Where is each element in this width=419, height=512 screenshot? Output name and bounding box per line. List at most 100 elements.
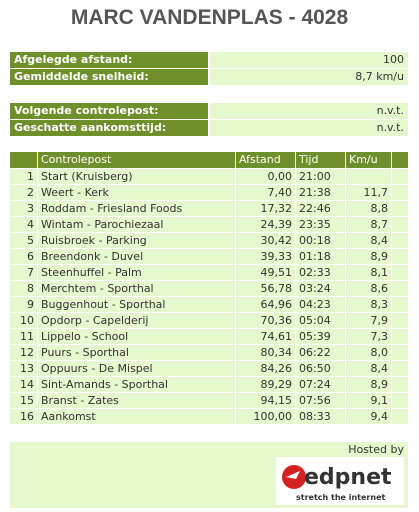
table-cell: 8,0 bbox=[346, 345, 391, 360]
table-cell: Sint-Amands - Sporthal bbox=[38, 377, 235, 392]
table-cell: 06:22 bbox=[296, 345, 345, 360]
table-cell: 8,7 bbox=[346, 217, 391, 232]
table-cell: 8,9 bbox=[346, 377, 391, 392]
table-cell: Steenhuffel - Palm bbox=[38, 265, 235, 280]
table-cell: 22:46 bbox=[296, 201, 345, 216]
table-cell: 100,00 bbox=[236, 409, 295, 424]
table-cell: 70,36 bbox=[236, 313, 295, 328]
table-filler bbox=[392, 377, 408, 392]
info-value: n.v.t. bbox=[210, 120, 408, 136]
table-cell: Ruisbroek - Parking bbox=[38, 233, 235, 248]
logo[interactable]: edpnet stretch the internet bbox=[276, 457, 404, 505]
table-cell: Breendonk - Duvel bbox=[38, 249, 235, 264]
table-filler bbox=[392, 281, 408, 296]
table-filler bbox=[392, 201, 408, 216]
table-cell: 13 bbox=[10, 361, 37, 376]
table-cell: 6 bbox=[10, 249, 37, 264]
table-cell: 7,3 bbox=[346, 329, 391, 344]
table-cell: Oppuurs - De Mispel bbox=[38, 361, 235, 376]
table-cell: 4 bbox=[10, 217, 37, 232]
table-cell: 3 bbox=[10, 201, 37, 216]
table-header bbox=[10, 152, 37, 168]
table-header bbox=[392, 152, 408, 168]
info-label: Gemiddelde snelheid: bbox=[10, 69, 208, 85]
table-cell: 00:18 bbox=[296, 233, 345, 248]
table-cell: 16 bbox=[10, 409, 37, 424]
logo-icon: edpnet stretch the internet bbox=[282, 465, 392, 502]
table-filler bbox=[392, 169, 408, 184]
table-cell: 8,1 bbox=[346, 265, 391, 280]
table-cell: 11 bbox=[10, 329, 37, 344]
table-cell: 8,6 bbox=[346, 281, 391, 296]
table-cell: 15 bbox=[10, 393, 37, 408]
table-cell: 23:35 bbox=[296, 217, 345, 232]
table-cell: 64,96 bbox=[236, 297, 295, 312]
table-cell: 14 bbox=[10, 377, 37, 392]
table-header: Km/u bbox=[346, 152, 391, 168]
table-cell: Roddam - Friesland Foods bbox=[38, 201, 235, 216]
info-label: Volgende controlepost: bbox=[10, 103, 208, 119]
table-cell: 21:38 bbox=[296, 185, 345, 200]
footer-box: Hosted by edpnet stretch the internet bbox=[10, 442, 408, 508]
table-cell: 7,40 bbox=[236, 185, 295, 200]
table-cell: 02:33 bbox=[296, 265, 345, 280]
table-cell: 05:39 bbox=[296, 329, 345, 344]
table-cell: 07:24 bbox=[296, 377, 345, 392]
table-cell: 80,34 bbox=[236, 345, 295, 360]
table-cell: 24,39 bbox=[236, 217, 295, 232]
table-filler bbox=[392, 217, 408, 232]
table-cell: 94,15 bbox=[236, 393, 295, 408]
table-cell: 8 bbox=[10, 281, 37, 296]
info-value: n.v.t. bbox=[210, 103, 408, 119]
table-cell: Buggenhout - Sporthal bbox=[38, 297, 235, 312]
table-cell bbox=[346, 169, 391, 184]
page-title: MARC VANDENPLAS - 4028 bbox=[70, 6, 349, 29]
info-value: 100 bbox=[210, 52, 408, 68]
table-cell: Merchtem - Sporthal bbox=[38, 281, 235, 296]
table-filler bbox=[392, 409, 408, 424]
table-filler bbox=[392, 249, 408, 264]
table-filler bbox=[392, 265, 408, 280]
table-cell: 39,33 bbox=[236, 249, 295, 264]
table-cell: 08:33 bbox=[296, 409, 345, 424]
table-cell: Puurs - Sporthal bbox=[38, 345, 235, 360]
table-cell: 9,1 bbox=[346, 393, 391, 408]
table-cell: 11,7 bbox=[346, 185, 391, 200]
table-cell: 04:23 bbox=[296, 297, 345, 312]
table-cell: 8,3 bbox=[346, 297, 391, 312]
info-label: Geschatte aankomsttijd: bbox=[10, 120, 208, 136]
info-label: Afgelegde afstand: bbox=[10, 52, 208, 68]
table-cell: 74,61 bbox=[236, 329, 295, 344]
table-cell: 05:04 bbox=[296, 313, 345, 328]
table-cell: 8,8 bbox=[346, 201, 391, 216]
table-cell: 49,51 bbox=[236, 265, 295, 280]
table-cell: 8,9 bbox=[346, 249, 391, 264]
table-cell: 5 bbox=[10, 233, 37, 248]
table-cell: 0,00 bbox=[236, 169, 295, 184]
table-filler bbox=[392, 185, 408, 200]
table-cell: 1 bbox=[10, 169, 37, 184]
table-cell: 01:18 bbox=[296, 249, 345, 264]
table-cell: 12 bbox=[10, 345, 37, 360]
table-cell: 06:50 bbox=[296, 361, 345, 376]
table-cell: Aankomst bbox=[38, 409, 235, 424]
table-filler bbox=[392, 393, 408, 408]
table-cell: 9,4 bbox=[346, 409, 391, 424]
info-value: 8,7 km/u bbox=[210, 69, 408, 85]
table-filler bbox=[392, 313, 408, 328]
table-cell: Opdorp - Capelderij bbox=[38, 313, 235, 328]
table-cell: Wintam - Parochiezaal bbox=[38, 217, 235, 232]
table-cell: 21:00 bbox=[296, 169, 345, 184]
table-filler bbox=[392, 233, 408, 248]
table-cell: 10 bbox=[10, 313, 37, 328]
table-cell: 84,26 bbox=[236, 361, 295, 376]
table-cell: 7 bbox=[10, 265, 37, 280]
table-header: Controlepost bbox=[38, 152, 235, 168]
table-filler bbox=[392, 345, 408, 360]
table-cell: 07:56 bbox=[296, 393, 345, 408]
table-cell: 2 bbox=[10, 185, 37, 200]
table-cell: 7,9 bbox=[346, 313, 391, 328]
table-cell: 30,42 bbox=[236, 233, 295, 248]
table-cell: 8,4 bbox=[346, 361, 391, 376]
